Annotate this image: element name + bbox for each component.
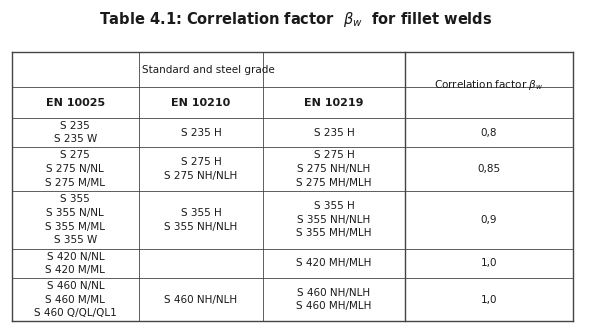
Text: 1,0: 1,0	[481, 258, 497, 268]
Text: S 355 H
S 355 NH/NLH: S 355 H S 355 NH/NLH	[164, 208, 238, 232]
Text: Table 4.1: Correlation factor  $\beta_w$  for fillet welds: Table 4.1: Correlation factor $\beta_w$ …	[99, 10, 492, 29]
Text: S 420 MH/MLH: S 420 MH/MLH	[296, 258, 372, 268]
Text: S 275 H
S 275 NH/NLH: S 275 H S 275 NH/NLH	[164, 157, 238, 181]
Text: S 235
S 235 W: S 235 S 235 W	[54, 121, 97, 144]
Text: S 460 N/NL
S 460 M/ML
S 460 Q/QL/QL1: S 460 N/NL S 460 M/ML S 460 Q/QL/QL1	[34, 281, 117, 318]
Text: Standard and steel grade: Standard and steel grade	[142, 65, 275, 75]
Text: 1,0: 1,0	[481, 295, 497, 305]
Text: Correlation factor $\beta_w$: Correlation factor $\beta_w$	[434, 78, 544, 92]
Text: EN 10210: EN 10210	[171, 97, 230, 108]
Text: S 420 N/NL
S 420 M/ML: S 420 N/NL S 420 M/ML	[46, 252, 105, 275]
Text: S 355 H
S 355 NH/NLH
S 355 MH/MLH: S 355 H S 355 NH/NLH S 355 MH/MLH	[296, 201, 372, 238]
Text: EN 10025: EN 10025	[46, 97, 105, 108]
Text: S 235 H: S 235 H	[314, 128, 354, 138]
Text: 0,85: 0,85	[478, 164, 501, 174]
Text: 0,8: 0,8	[481, 128, 497, 138]
Text: S 460 NH/NLH: S 460 NH/NLH	[164, 295, 238, 305]
Text: S 275
S 275 N/NL
S 275 M/ML: S 275 S 275 N/NL S 275 M/ML	[46, 150, 105, 188]
Text: EN 10219: EN 10219	[304, 97, 363, 108]
Text: 0,9: 0,9	[481, 215, 497, 225]
Text: S 355
S 355 N/NL
S 355 M/ML
S 355 W: S 355 S 355 N/NL S 355 M/ML S 355 W	[46, 195, 105, 245]
Text: S 235 H: S 235 H	[181, 128, 221, 138]
Text: S 460 NH/NLH
S 460 MH/MLH: S 460 NH/NLH S 460 MH/MLH	[296, 288, 372, 312]
Text: S 275 H
S 275 NH/NLH
S 275 MH/MLH: S 275 H S 275 NH/NLH S 275 MH/MLH	[296, 150, 372, 188]
